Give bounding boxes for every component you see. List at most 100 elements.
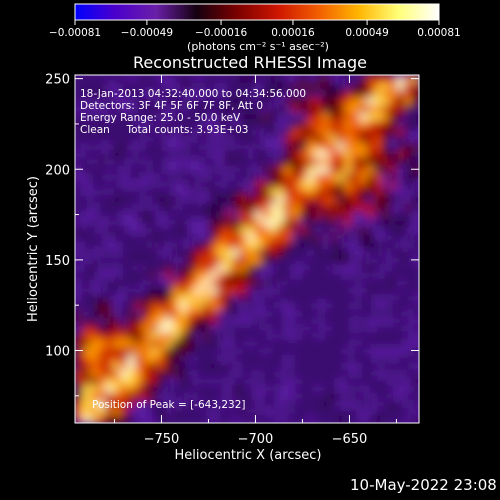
heatmap-cell: [306, 317, 315, 326]
heatmap-cell: [321, 400, 330, 409]
heatmap-cell: [209, 339, 218, 348]
heatmap-cell: [82, 226, 91, 235]
heatmap-cell: [299, 120, 308, 129]
heatmap-cell: [291, 97, 300, 106]
heatmap-cell: [187, 188, 196, 197]
heatmap-cell: [336, 317, 345, 326]
heatmap-cell: [209, 370, 218, 379]
heatmap-cell: [104, 211, 113, 220]
heatmap-cell: [284, 385, 293, 394]
heatmap-cell: [299, 317, 308, 326]
heatmap-cell: [134, 407, 143, 417]
heatmap-cell: [411, 301, 419, 311]
heatmap-cell: [187, 370, 196, 379]
heatmap-cell: [284, 362, 293, 371]
heatmap-cell: [366, 188, 375, 197]
heatmap-cell: [142, 400, 151, 409]
heatmap-cell: [187, 392, 196, 401]
heatmap-cell: [75, 286, 84, 295]
heatmap-cell: [164, 233, 173, 243]
heatmap-cell: [104, 256, 113, 265]
heatmap-cell: [209, 415, 218, 423]
heatmap-cell: [232, 120, 241, 129]
heatmap-cell: [127, 218, 136, 227]
heatmap-cell: [112, 370, 121, 379]
heatmap-cell: [134, 294, 143, 303]
heatmap-cell: [202, 415, 211, 423]
heatmap-cell: [149, 415, 158, 423]
heatmap-cell: [239, 301, 248, 311]
heatmap-cell: [366, 317, 375, 326]
heatmap-cell: [217, 264, 226, 273]
heatmap-cell: [75, 188, 84, 197]
heatmap-cell: [97, 294, 106, 303]
heatmap-cell: [366, 112, 375, 121]
heatmap-cell: [172, 400, 181, 409]
heatmap-cell: [172, 82, 181, 91]
heatmap-cell: [157, 301, 166, 311]
heatmap-cell: [172, 150, 181, 159]
heatmap-cell: [381, 180, 390, 190]
heatmap-cell: [299, 279, 308, 288]
heatmap-cell: [396, 309, 405, 318]
heatmap-cell: [104, 271, 113, 280]
heatmap-cell: [217, 286, 226, 295]
heatmap-cell: [149, 362, 158, 371]
heatmap-cell: [217, 180, 226, 190]
heatmap-cell: [179, 90, 188, 99]
heatmap-cell: [179, 143, 188, 152]
heatmap-cell: [291, 241, 300, 250]
heatmap-cell: [187, 165, 196, 174]
heatmap-cell: [202, 385, 211, 394]
heatmap-cell: [374, 249, 383, 258]
heatmap-cell: [89, 332, 99, 341]
heatmap-cell: [239, 354, 248, 364]
heatmap-cell: [284, 256, 293, 265]
heatmap-cell: [396, 271, 405, 280]
heatmap-cell: [411, 407, 419, 417]
heatmap-cell: [97, 400, 106, 409]
heatmap-cell: [329, 112, 338, 121]
heatmap-cell: [291, 165, 300, 174]
heatmap-cell: [142, 385, 151, 394]
heatmap-cell: [127, 82, 136, 91]
heatmap-cell: [366, 294, 375, 303]
heatmap-cell: [396, 218, 405, 227]
heatmap-cell: [299, 226, 308, 235]
heatmap-cell: [276, 241, 285, 250]
heatmap-cell: [202, 309, 211, 318]
heatmap-cell: [217, 90, 226, 99]
heatmap-cell: [82, 120, 91, 129]
heatmap-cell: [261, 97, 271, 106]
heatmap-cell: [254, 332, 263, 341]
heatmap-cell: [374, 127, 383, 137]
heatmap-cell: [261, 354, 271, 364]
heatmap-cell: [179, 233, 188, 243]
heatmap-cell: [82, 294, 91, 303]
heatmap-cell: [404, 105, 413, 114]
heatmap-cell: [336, 271, 345, 280]
heatmap-cell: [374, 196, 383, 205]
heatmap-cell: [261, 112, 271, 121]
heatmap-cell: [209, 165, 218, 174]
heatmap-cell: [291, 370, 300, 379]
heatmap-cell: [374, 165, 383, 174]
heatmap-cell: [351, 75, 360, 84]
heatmap-cell: [217, 415, 226, 423]
heatmap-cell: [329, 317, 338, 326]
heatmap-cell: [104, 279, 113, 288]
heatmap-cell: [314, 135, 323, 144]
heatmap-cell: [389, 324, 398, 333]
heatmap-cell: [217, 158, 226, 167]
heatmap-cell: [97, 211, 106, 220]
heatmap-cell: [314, 286, 323, 295]
heatmap-cell: [187, 97, 196, 106]
heatmap-cell: [404, 324, 413, 333]
heatmap-cell: [75, 400, 84, 409]
heatmap-cell: [97, 173, 106, 182]
heatmap-cell: [261, 165, 271, 174]
heatmap-cell: [389, 400, 398, 409]
heatmap-cell: [82, 143, 91, 152]
heatmap-cell: [254, 127, 263, 137]
heatmap-cell: [104, 286, 113, 295]
